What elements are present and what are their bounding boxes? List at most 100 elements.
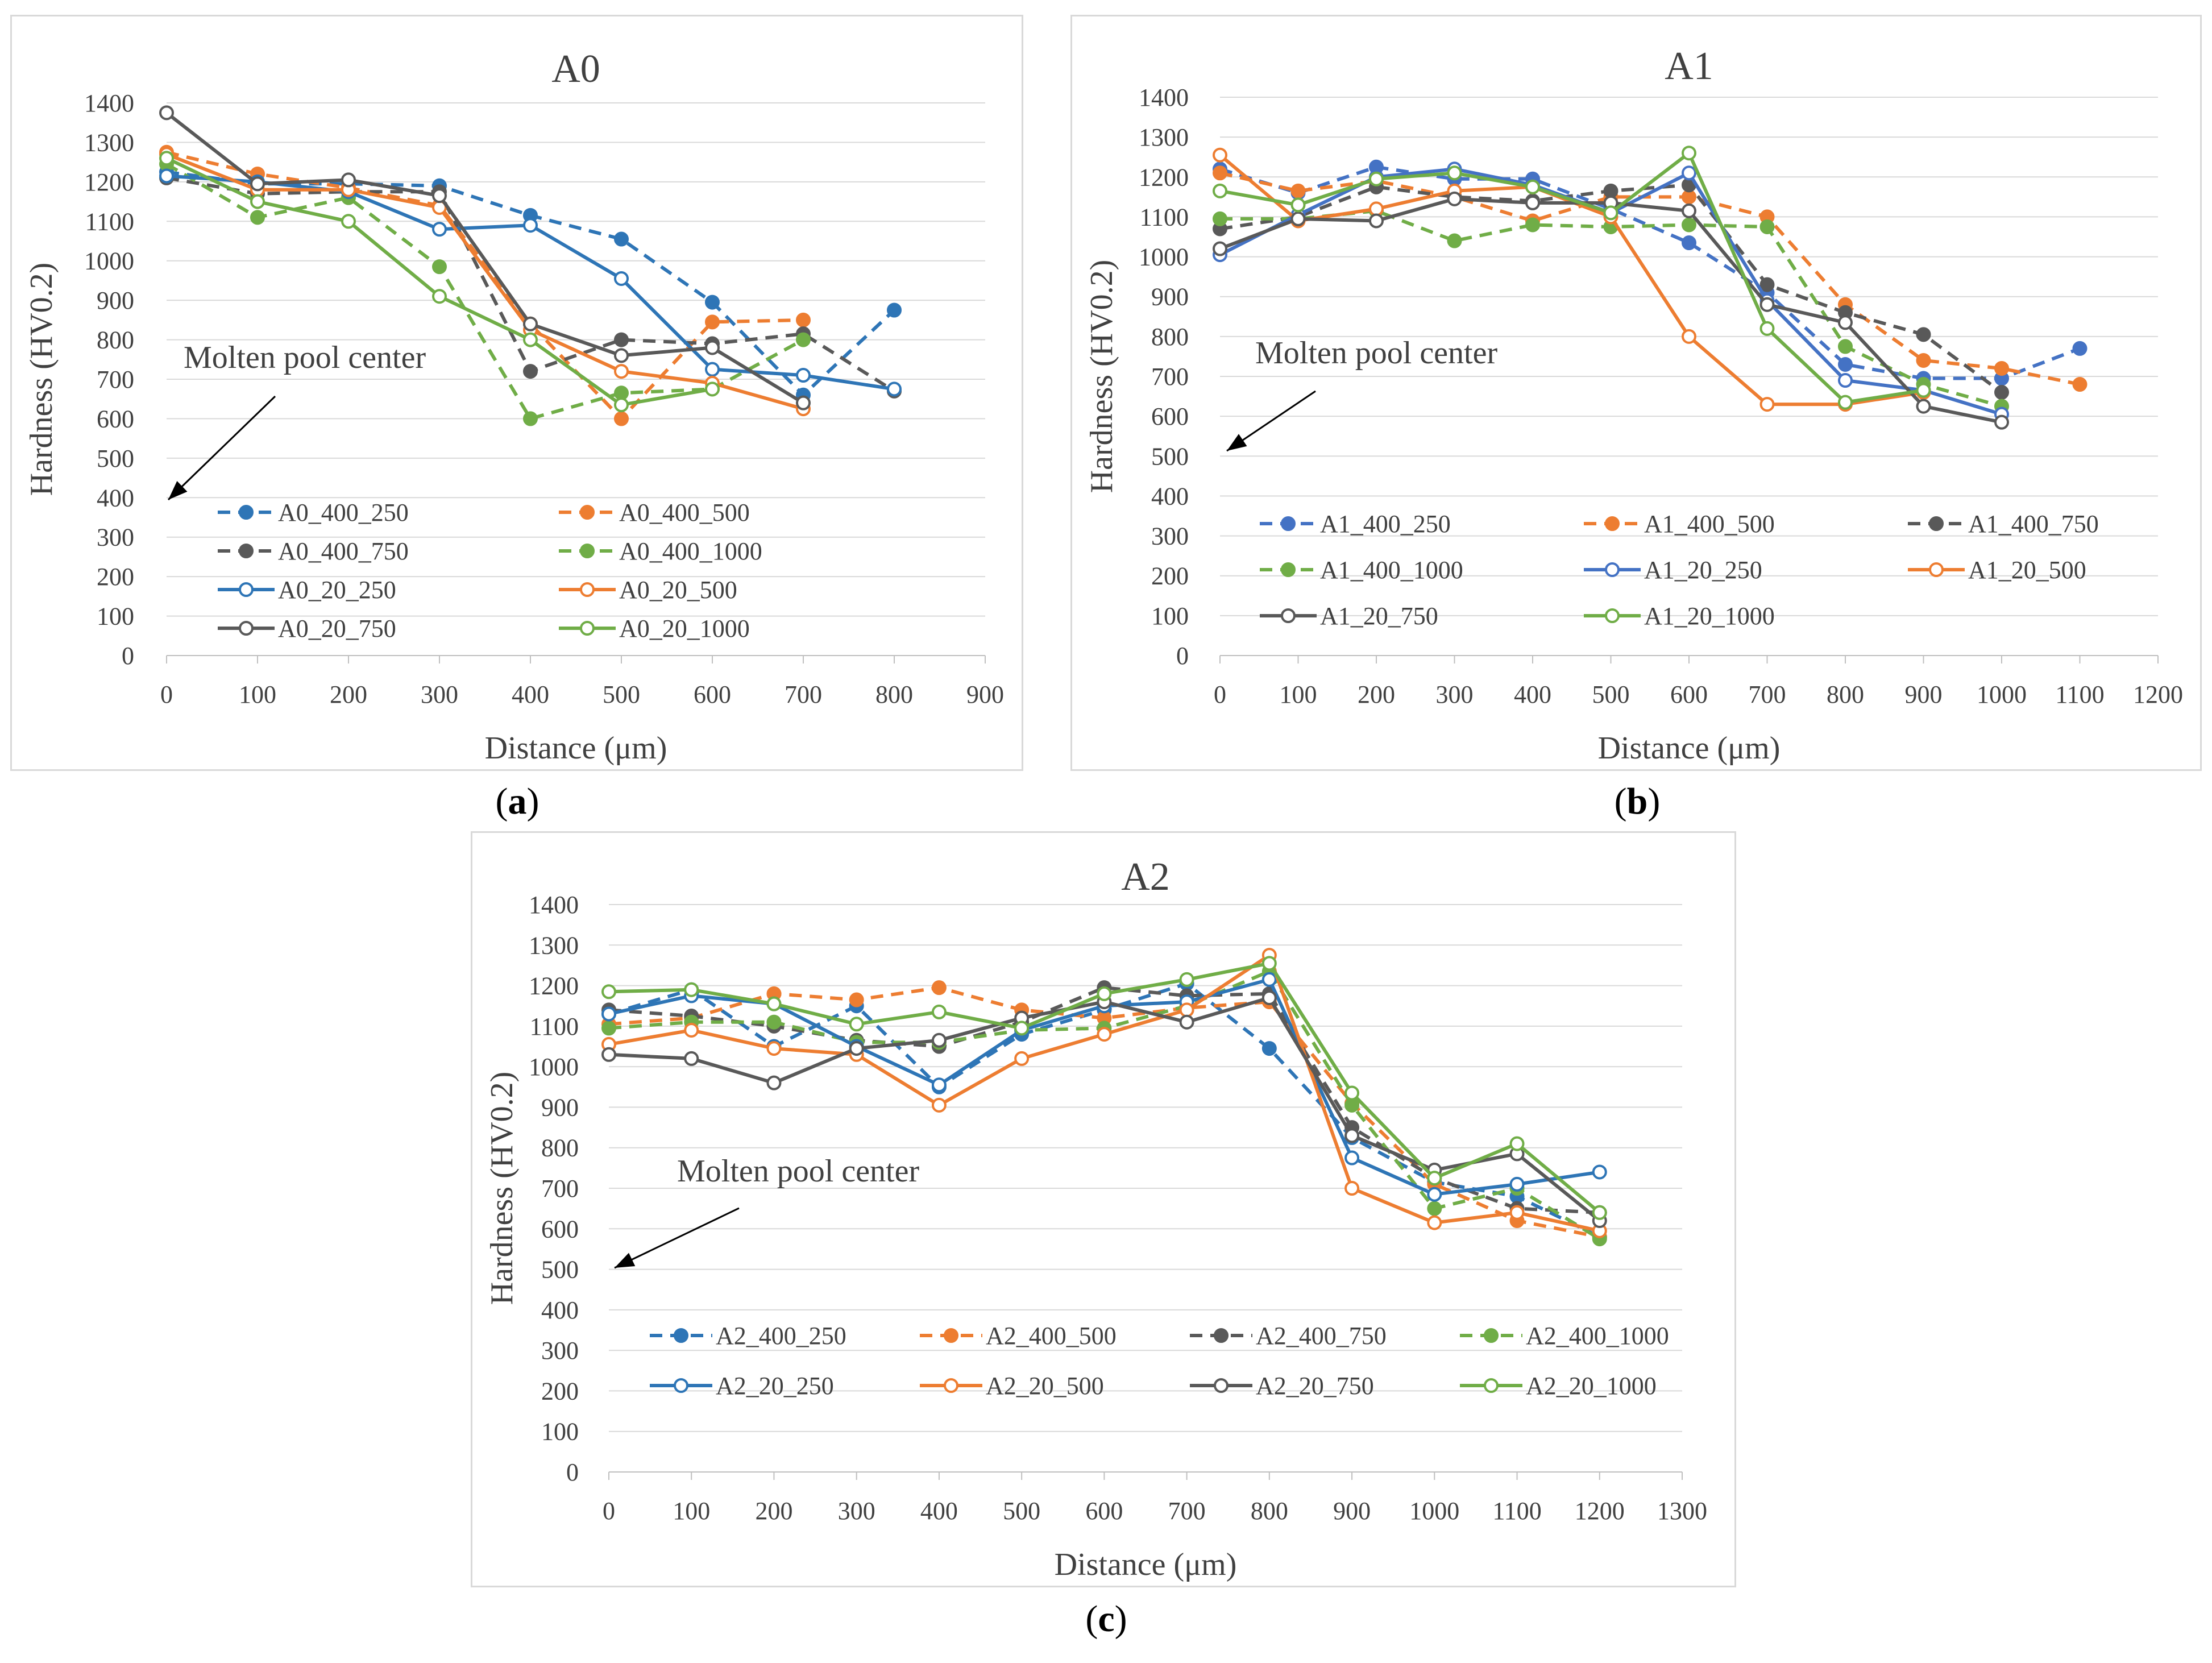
data-point [1213,147,1227,163]
y-tick-label: 900 [1151,283,1189,311]
annotation-arrow-head [168,481,188,500]
data-point [614,271,629,286]
data-point [796,395,811,410]
data-point [1916,352,1931,368]
data-point [1344,1181,1360,1196]
data-point [1838,339,1853,354]
legend-entry: A0_400_250 [278,499,409,526]
legend-entry: A2_20_1000 [1526,1372,1657,1400]
data-point [1603,183,1618,198]
y-tick-label: 500 [97,445,134,472]
data-point [523,364,538,379]
x-tick-label: 1000 [1409,1497,1459,1525]
legend-marker [1214,1378,1229,1393]
x-tick-label: 1200 [1575,1497,1625,1525]
x-axis-label: Distance (μm) [1055,1547,1237,1582]
data-point [432,188,447,204]
data-point [523,218,538,233]
data-point [601,1006,616,1022]
x-tick-label: 300 [838,1497,875,1525]
y-tick-label: 700 [97,366,134,393]
y-axis-label: Hardness (HV0.2) [484,1072,520,1305]
legend-entry: A0_400_1000 [619,537,762,565]
y-tick-label: 400 [541,1296,579,1324]
legend-entry: A2_400_250 [716,1322,846,1350]
data-point [1344,1085,1360,1101]
data-point [887,302,902,318]
legend-marker [1605,516,1620,531]
data-point [601,1021,616,1036]
y-tick-label: 1400 [84,89,134,117]
legend-marker [944,1328,958,1343]
data-point [705,295,720,310]
x-tick-label: 600 [694,681,731,708]
data-point [849,1041,864,1056]
data-point [1344,1097,1360,1113]
y-tick-label: 1100 [530,1013,579,1040]
data-point [1369,171,1384,186]
annotation-label: Molten pool center [677,1154,919,1189]
y-tick-label: 300 [1151,522,1189,550]
data-point [1759,219,1775,234]
x-tick-label: 700 [1168,1497,1206,1525]
caption-b: (b) [1614,781,1661,822]
series-line-A1_400_250 [1219,165,2081,380]
data-point [849,992,864,1007]
data-point [1994,414,2009,430]
chart-panel-a2: 0 100 200 300 400 500 600 700 800 900 1000 1100 1200… [471,831,1736,1587]
data-point [849,1017,864,1032]
legend-marker [580,544,595,558]
y-tick-label: 700 [541,1175,579,1202]
data-point [1525,217,1540,233]
legend-marker [674,1378,688,1393]
legend-marker [944,1378,958,1393]
data-point [1592,1205,1607,1220]
y-tick-label: 1300 [1139,123,1189,151]
data-point [931,1077,947,1093]
y-tick-label: 600 [1151,403,1189,430]
annotation-arrow-head [1227,434,1247,451]
y-tick-label: 1200 [529,972,579,1000]
data-point [601,984,616,1000]
data-point [1525,179,1540,194]
caption-c: (c) [1085,1598,1127,1640]
data-point [159,168,174,184]
legend-marker [580,505,595,520]
data-point [1261,972,1277,987]
x-tick-label: 700 [1749,681,1786,708]
data-point [684,1022,699,1038]
y-tick-label: 800 [1151,323,1189,351]
data-point [250,176,265,192]
data-point [1290,211,1306,226]
data-point [1916,327,1931,342]
y-tick-label: 1000 [84,247,134,275]
legend-entry: A1_400_1000 [1320,556,1463,584]
y-tick-label: 800 [541,1134,579,1162]
data-point [1838,315,1853,330]
data-point [1427,1201,1442,1216]
legend-marker [580,582,595,597]
x-tick-label: 900 [966,681,1004,708]
data-point [1213,241,1227,256]
data-point [614,397,629,413]
annotation-label: Molten pool center [184,340,426,375]
legend-entry: A0_20_750 [278,615,396,642]
legend-entry: A2_400_750 [1256,1322,1387,1350]
data-point [1759,397,1775,412]
data-point [1682,203,1696,218]
data-point [614,332,629,347]
data-point [1290,183,1306,198]
legend-marker [239,582,254,597]
legend-marker [1929,562,1944,577]
y-axis-label: Hardness (HV0.2) [24,263,59,496]
legend-marker [239,544,254,558]
data-point [796,368,811,383]
y-tick-label: 1300 [529,931,579,959]
x-tick-label: 700 [785,681,822,708]
data-point [2072,341,2088,356]
y-axis-label: Hardness (HV0.2) [1084,260,1119,493]
data-point [1261,1041,1277,1056]
caption-a: (a) [495,781,539,822]
data-point [432,259,447,275]
data-point [601,1047,616,1062]
